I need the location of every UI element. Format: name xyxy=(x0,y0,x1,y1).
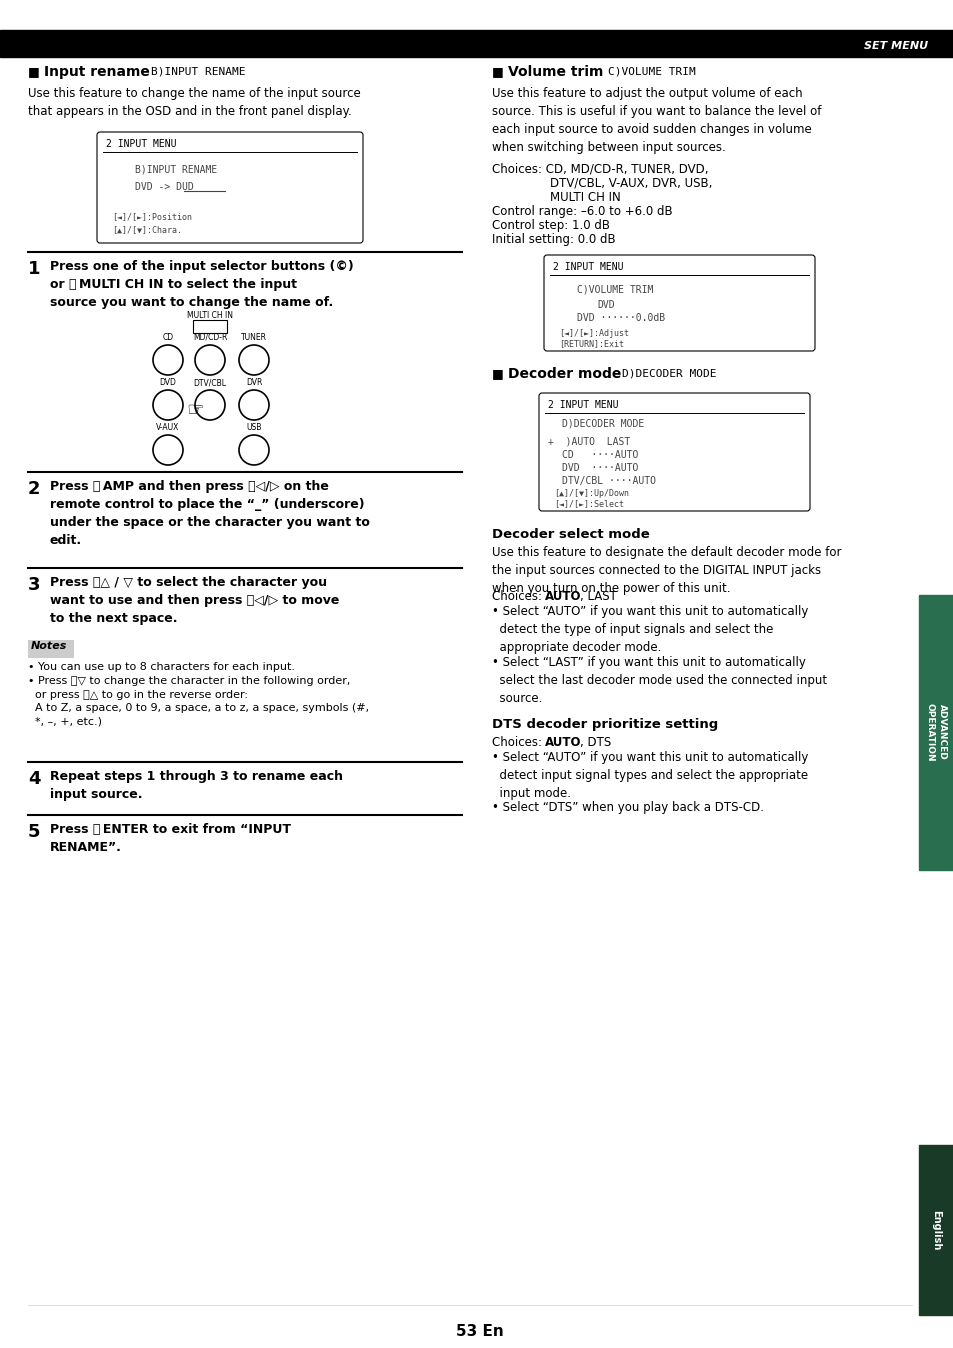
Text: [◄]/[►]:Adjust: [◄]/[►]:Adjust xyxy=(558,329,628,337)
Text: Use this feature to change the name of the input source
that appears in the OSD : Use this feature to change the name of t… xyxy=(28,88,360,119)
Text: Use this feature to designate the default decoder mode for
the input sources con: Use this feature to designate the defaul… xyxy=(492,546,841,594)
FancyBboxPatch shape xyxy=(97,132,363,243)
Text: CD   ····AUTO: CD ····AUTO xyxy=(561,450,638,460)
Text: AUTO: AUTO xyxy=(544,590,581,603)
Text: 53 En: 53 En xyxy=(456,1325,503,1340)
Text: MULTI CH IN: MULTI CH IN xyxy=(187,311,233,319)
Text: 2 INPUT MENU: 2 INPUT MENU xyxy=(547,400,618,410)
Text: • Press ⓖ▽ to change the character in the following order,
  or press ⓖ△ to go i: • Press ⓖ▽ to change the character in th… xyxy=(28,675,369,727)
Bar xyxy=(0,30,953,57)
Text: 3: 3 xyxy=(28,576,40,594)
Bar xyxy=(28,640,74,658)
Text: C)VOLUME TRIM: C)VOLUME TRIM xyxy=(607,67,695,77)
Text: 5: 5 xyxy=(28,824,40,841)
Text: 2: 2 xyxy=(28,480,40,497)
Text: [▲]/[▼]:Chara.: [▲]/[▼]:Chara. xyxy=(112,225,182,235)
Text: • Select “AUTO” if you want this unit to automatically
  detect the type of inpu: • Select “AUTO” if you want this unit to… xyxy=(492,605,807,654)
Text: DTS decoder prioritize setting: DTS decoder prioritize setting xyxy=(492,718,718,731)
Text: [RETURN]:Exit: [RETURN]:Exit xyxy=(558,340,623,349)
Text: MD/CD-R: MD/CD-R xyxy=(193,333,227,342)
Text: AUTO: AUTO xyxy=(544,736,581,749)
Text: [▲]/[▼]:Up/Down: [▲]/[▼]:Up/Down xyxy=(554,489,628,499)
FancyBboxPatch shape xyxy=(543,255,814,350)
Bar xyxy=(193,319,227,333)
Text: 1: 1 xyxy=(28,260,40,278)
Text: DTV/CBL, V-AUX, DVR, USB,: DTV/CBL, V-AUX, DVR, USB, xyxy=(550,177,712,190)
Text: CD: CD xyxy=(162,333,173,342)
Text: ■: ■ xyxy=(492,368,503,380)
Text: ADVANCED
OPERATION: ADVANCED OPERATION xyxy=(924,702,945,762)
Text: TUNER: TUNER xyxy=(241,333,267,342)
Text: Decoder mode: Decoder mode xyxy=(507,367,620,381)
Text: Use this feature to adjust the output volume of each
source. This is useful if y: Use this feature to adjust the output vo… xyxy=(492,88,821,154)
Text: B)INPUT RENAME: B)INPUT RENAME xyxy=(151,67,245,77)
Text: DVD -> DUD: DVD -> DUD xyxy=(135,182,193,191)
Text: +  )AUTO  LAST: + )AUTO LAST xyxy=(547,437,630,448)
Text: ■: ■ xyxy=(28,66,40,78)
Text: DVD ······0.0dB: DVD ······0.0dB xyxy=(577,313,664,324)
Text: Press ⓓ AMP and then press ⓖ◁/▷ on the
remote control to place the “_” (undersco: Press ⓓ AMP and then press ⓖ◁/▷ on the r… xyxy=(50,480,370,547)
Text: DVD  ····AUTO: DVD ····AUTO xyxy=(561,462,638,473)
Text: • Select “LAST” if you want this unit to automatically
  select the last decoder: • Select “LAST” if you want this unit to… xyxy=(492,656,826,705)
Text: DVD: DVD xyxy=(597,301,614,310)
FancyBboxPatch shape xyxy=(538,394,809,511)
Text: Input rename: Input rename xyxy=(44,65,150,80)
Text: D)DECODER MODE: D)DECODER MODE xyxy=(561,419,643,429)
Text: Decoder select mode: Decoder select mode xyxy=(492,528,649,541)
Text: Choices:: Choices: xyxy=(492,736,545,749)
Text: V-AUX: V-AUX xyxy=(156,423,179,431)
Text: English: English xyxy=(930,1209,940,1250)
Text: D)DECODER MODE: D)DECODER MODE xyxy=(621,369,716,379)
Text: DTV/CBL ····AUTO: DTV/CBL ····AUTO xyxy=(561,476,656,487)
Text: Press ⓖ△ / ▽ to select the character you
want to use and then press ⓖ◁/▷ to move: Press ⓖ△ / ▽ to select the character you… xyxy=(50,576,339,625)
Text: Press ⓖ ENTER to exit from “INPUT
RENAME”.: Press ⓖ ENTER to exit from “INPUT RENAME… xyxy=(50,824,291,855)
Text: Choices:: Choices: xyxy=(492,590,545,603)
Text: [◄]/[►]:Position: [◄]/[►]:Position xyxy=(112,213,192,221)
Text: Choices: CD, MD/CD-R, TUNER, DVD,: Choices: CD, MD/CD-R, TUNER, DVD, xyxy=(492,163,708,177)
Text: SET MENU: SET MENU xyxy=(863,40,927,51)
Text: , LAST: , LAST xyxy=(579,590,617,603)
Text: Volume trim: Volume trim xyxy=(507,65,602,80)
Text: C)VOLUME TRIM: C)VOLUME TRIM xyxy=(577,284,653,295)
Text: DVR: DVR xyxy=(246,377,262,387)
Text: MULTI CH IN: MULTI CH IN xyxy=(550,191,620,204)
Bar xyxy=(918,1144,953,1316)
Text: DTV/CBL: DTV/CBL xyxy=(193,377,226,387)
Text: Press one of the input selector buttons (©)
or Ⓐ MULTI CH IN to select the input: Press one of the input selector buttons … xyxy=(50,260,354,309)
Text: Control range: –6.0 to +6.0 dB: Control range: –6.0 to +6.0 dB xyxy=(492,205,672,218)
Text: Initial setting: 0.0 dB: Initial setting: 0.0 dB xyxy=(492,233,615,245)
Text: • Select “AUTO” if you want this unit to automatically
  detect input signal typ: • Select “AUTO” if you want this unit to… xyxy=(492,751,807,799)
Text: , DTS: , DTS xyxy=(579,736,611,749)
Text: ☞: ☞ xyxy=(186,400,204,419)
Text: [◄]/[►]:Select: [◄]/[►]:Select xyxy=(554,500,623,508)
Text: B)INPUT RENAME: B)INPUT RENAME xyxy=(135,164,217,175)
Text: USB: USB xyxy=(246,423,261,431)
Text: 2 INPUT MENU: 2 INPUT MENU xyxy=(553,262,623,272)
Text: • Select “DTS” when you play back a DTS-CD.: • Select “DTS” when you play back a DTS-… xyxy=(492,801,763,814)
Bar xyxy=(918,594,953,869)
Text: 4: 4 xyxy=(28,770,40,789)
Text: • You can use up to 8 characters for each input.: • You can use up to 8 characters for eac… xyxy=(28,662,294,673)
Text: Repeat steps 1 through 3 to rename each
input source.: Repeat steps 1 through 3 to rename each … xyxy=(50,770,343,801)
Text: DVD: DVD xyxy=(159,377,176,387)
Text: Control step: 1.0 dB: Control step: 1.0 dB xyxy=(492,218,609,232)
Text: 2 INPUT MENU: 2 INPUT MENU xyxy=(106,139,176,150)
Text: Notes: Notes xyxy=(30,642,68,651)
Text: ■: ■ xyxy=(492,66,503,78)
